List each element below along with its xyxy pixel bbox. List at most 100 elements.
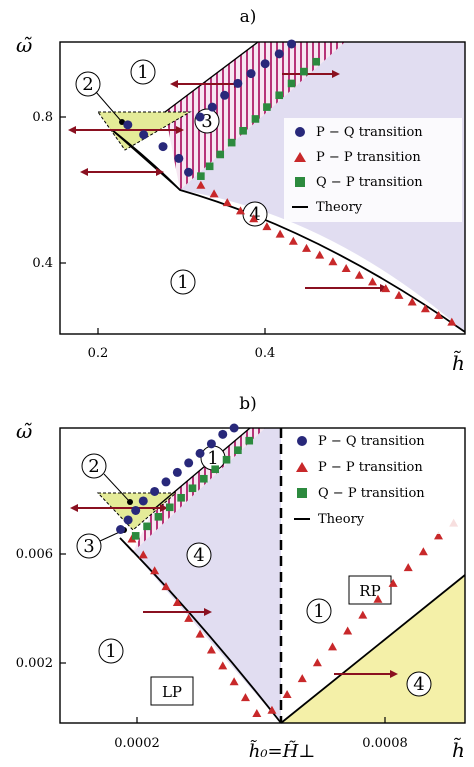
legend-a: P − Q transition P − P transition Q − P … <box>284 118 462 222</box>
marker-a-square-8 <box>287 79 296 88</box>
marker-b-triangle-15 <box>312 658 322 667</box>
region-label-b-7: 4 <box>413 674 424 695</box>
marker-a-circle-1 <box>139 130 149 140</box>
marker-b-triangle-10 <box>240 693 250 702</box>
marker-a-triangle-18 <box>434 310 444 319</box>
axes-frame-a <box>59 41 466 335</box>
marker-a-square-0 <box>197 172 205 180</box>
ticks-a <box>60 116 266 334</box>
marker-a-square-7 <box>275 91 284 100</box>
marker-a-circle-12 <box>287 39 297 49</box>
data-marks-b <box>116 423 459 717</box>
marker-b-triangle-12 <box>267 705 277 714</box>
pq-boundary-a <box>111 41 259 191</box>
marker-a-circle-8 <box>233 78 243 88</box>
marker-a-square-3 <box>227 138 236 147</box>
x-tick-b-0: 0.0002 <box>114 736 160 751</box>
legend-a-pq: P − Q transition <box>316 125 423 140</box>
marker-a-triangle-19 <box>447 317 457 326</box>
marker-b-circle-5 <box>161 477 171 487</box>
marker-b-square-5 <box>188 484 197 493</box>
marker-b-square-9 <box>234 446 242 455</box>
data-marks-a <box>123 39 457 326</box>
legend-b-marker-pq <box>297 436 307 446</box>
marker-a-square-2 <box>216 150 225 159</box>
marker-a-triangle-11 <box>341 263 351 272</box>
marker-b-triangle-11 <box>252 708 262 717</box>
marker-b-square-4 <box>177 493 185 502</box>
y-tick-a-1: 0.4 <box>32 256 53 271</box>
lp-label: LP <box>162 683 182 701</box>
marker-b-square-0 <box>131 532 140 540</box>
legend-b-qp: Q − P transition <box>318 486 425 501</box>
marker-b-triangle-6 <box>195 629 205 638</box>
marker-b-circle-3 <box>138 496 148 506</box>
region-b-3 <box>133 428 265 552</box>
marker-a-square-10 <box>312 57 321 66</box>
marker-b-triangle-13 <box>282 689 292 698</box>
y-tick-b-1: 0.002 <box>16 656 53 671</box>
panel-b: b) 0.0002 0.0008 0.006 0.002 ω̃ h̃ h̃₀=H… <box>16 394 466 762</box>
marker-b-square-8 <box>222 455 231 464</box>
arrows-b <box>70 504 398 678</box>
x-tick-a-0: 0.2 <box>88 346 109 361</box>
marker-a-triangle-10 <box>328 257 338 266</box>
marker-b-triangle-8 <box>218 661 228 670</box>
legend-b-theory: Theory <box>318 512 365 527</box>
y-tick-a-0: 0.8 <box>32 110 53 125</box>
marker-b-circle-8 <box>195 448 205 458</box>
legend-a-marker-pq <box>295 127 305 137</box>
y-tick-b-0: 0.006 <box>16 547 53 562</box>
region-label-b-4: 4 <box>193 545 204 566</box>
marker-a-triangle-14 <box>381 284 391 293</box>
marker-a-circle-7 <box>220 90 230 100</box>
marker-b-circle-7 <box>184 458 194 468</box>
y-axis-label-b: ω̃ <box>16 419 32 443</box>
region-b-4-left <box>133 428 281 723</box>
marker-b-circle-0 <box>116 525 126 535</box>
panel-a: a) 0.2 0.4 0.8 0.4 ω̃ h̃ <box>16 7 466 375</box>
marker-b-triangle-23 <box>434 531 444 540</box>
marker-b-triangle-17 <box>343 626 353 635</box>
marker-a-triangle-8 <box>302 243 312 252</box>
marker-b-triangle-7 <box>206 645 216 654</box>
marker-a-circle-10 <box>260 59 270 69</box>
legend-b-pq: P − Q transition <box>318 434 425 449</box>
region-label-a-1: 1 <box>137 62 148 83</box>
marker-a-square-9 <box>300 67 308 76</box>
marker-b-circle-10 <box>218 429 228 439</box>
legend-a-marker-qp <box>295 177 305 187</box>
marker-b-circle-4 <box>150 486 160 496</box>
marker-a-triangle-0 <box>196 180 206 189</box>
region-label-a-3: 3 <box>201 111 212 132</box>
region-label-a-4: 4 <box>249 204 260 225</box>
marker-b-circle-11 <box>229 423 239 433</box>
marker-a-circle-3 <box>174 153 184 163</box>
legend-b-marker-pp <box>296 462 308 472</box>
region-label-b-5: 1 <box>105 641 116 662</box>
marker-b-triangle-3 <box>161 582 171 591</box>
marker-b-square-1 <box>143 522 151 531</box>
marker-a-square-1 <box>205 162 214 171</box>
marker-a-triangle-1 <box>209 189 219 198</box>
marker-a-circle-4 <box>184 167 194 177</box>
marker-a-square-5 <box>251 115 260 123</box>
region-label-b-2: 2 <box>88 456 99 477</box>
theory-curve-b-left <box>119 537 282 724</box>
marker-a-square-6 <box>263 103 271 111</box>
marker-b-triangle-16 <box>328 642 338 651</box>
panel-a-title: a) <box>240 7 257 27</box>
marker-a-circle-0 <box>123 120 133 130</box>
legend-a-pp: P − P transition <box>316 150 421 165</box>
marker-a-circle-5 <box>195 112 205 122</box>
x-tick-b-1: 0.0008 <box>362 736 408 751</box>
h0-label: h̃₀=H̃⊥ <box>249 739 316 762</box>
marker-b-square-3 <box>165 503 174 512</box>
marker-b-triangle-14 <box>297 674 307 683</box>
marker-b-triangle-21 <box>403 563 413 572</box>
arrows-a <box>68 70 388 292</box>
marker-b-triangle-19 <box>373 594 383 603</box>
region-label-a-5: 1 <box>177 272 188 293</box>
marker-b-triangle-4 <box>172 597 182 606</box>
